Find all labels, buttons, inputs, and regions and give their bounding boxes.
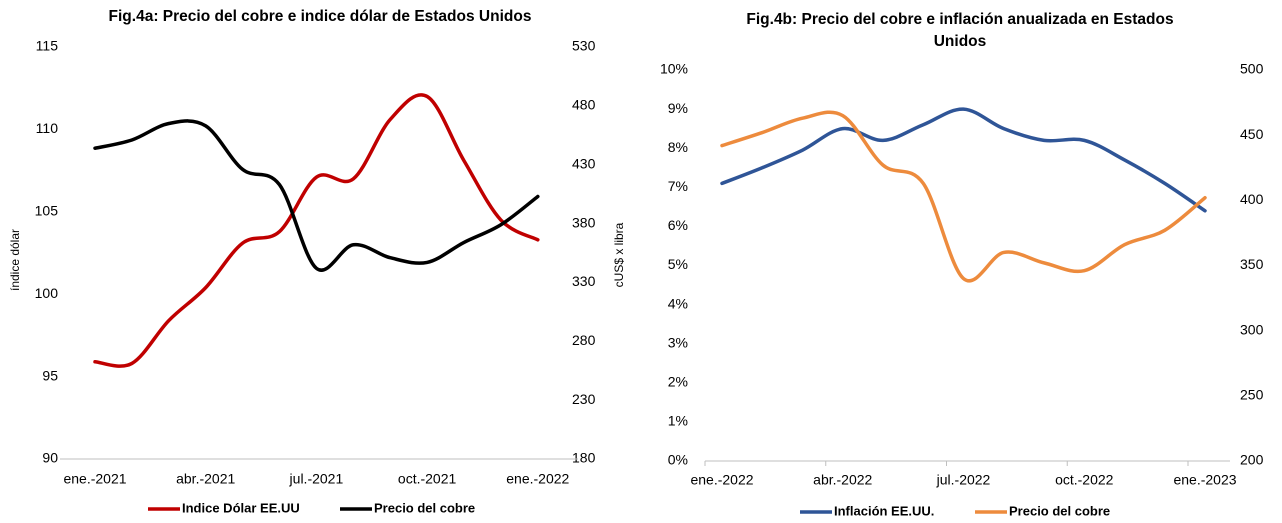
y-tick-label: 1% — [668, 413, 688, 429]
y-axis-title: índice dólar — [8, 229, 22, 291]
legend-label: Inflación EE.UU. — [834, 503, 934, 518]
y2-tick-label: 430 — [572, 155, 596, 171]
y2-axis-title: cUS$ x libra — [612, 222, 626, 287]
series-line — [720, 107, 1207, 213]
y-tick-label: 7% — [668, 178, 688, 194]
y-tick-label: 8% — [668, 139, 688, 155]
x-tick-label: ene.-2022 — [690, 472, 753, 488]
y2-tick-label: 530 — [572, 38, 596, 54]
x-tick-label: ene.-2022 — [506, 471, 569, 487]
x-tick-label: jul.-2021 — [289, 471, 344, 487]
y-tick-label: 9% — [668, 100, 688, 116]
y-tick-label: 3% — [668, 334, 688, 350]
y2-tick-label: 350 — [1240, 256, 1264, 272]
y-tick-label: 4% — [668, 295, 688, 311]
y-tick-label: 5% — [668, 256, 688, 272]
y-tick-label: 100 — [35, 285, 59, 301]
y2-tick-label: 400 — [1240, 191, 1264, 207]
y-tick-label: 115 — [36, 38, 59, 54]
legend-label: Indice Dólar EE.UU — [182, 500, 300, 515]
series-line — [93, 93, 540, 368]
y2-tick-label: 230 — [572, 391, 596, 407]
chart-title: Fig.4b: Precio del cobre e inflación anu… — [746, 11, 1174, 50]
chart-title: Fig.4a: Precio del cobre e indice dólar … — [108, 8, 532, 25]
y2-tick-label: 450 — [1240, 126, 1264, 142]
x-tick-label: jul.-2022 — [936, 472, 991, 488]
series-line — [720, 110, 1207, 283]
y2-tick-label: 250 — [1240, 387, 1264, 403]
y-tick-label: 0% — [668, 452, 688, 468]
y-tick-label: 105 — [35, 203, 59, 219]
x-tick-label: oct.-2021 — [398, 471, 457, 487]
y-tick-label: 2% — [668, 374, 688, 390]
y-tick-label: 110 — [36, 120, 59, 136]
y-tick-label: 90 — [42, 450, 58, 466]
y-tick-label: 10% — [660, 61, 688, 77]
y2-tick-label: 200 — [1240, 452, 1264, 468]
y-tick-label: 95 — [42, 367, 58, 383]
x-tick-label: ene.-2021 — [63, 471, 126, 487]
y2-tick-label: 380 — [572, 214, 596, 230]
y2-tick-label: 180 — [572, 450, 596, 466]
y2-tick-label: 280 — [572, 332, 596, 348]
y2-tick-label: 480 — [572, 97, 596, 113]
legend-label: Precio del cobre — [1009, 503, 1110, 518]
x-tick-label: ene.-2023 — [1173, 472, 1236, 488]
series-line — [93, 119, 540, 272]
x-tick-label: abr.-2022 — [813, 472, 872, 488]
y2-tick-label: 330 — [572, 273, 596, 289]
x-tick-label: abr.-2021 — [176, 471, 235, 487]
y2-tick-label: 500 — [1240, 61, 1264, 77]
y2-tick-label: 300 — [1240, 321, 1264, 337]
x-tick-label: oct.-2022 — [1055, 472, 1114, 488]
legend-label: Precio del cobre — [374, 500, 475, 515]
y-tick-label: 6% — [668, 217, 688, 233]
